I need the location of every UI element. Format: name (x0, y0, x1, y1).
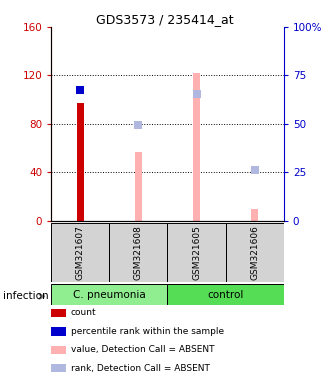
Bar (251, 209, 258, 221)
Text: percentile rank within the sample: percentile rank within the sample (71, 327, 224, 336)
Bar (109, 223, 167, 282)
Text: GDS3573 / 235414_at: GDS3573 / 235414_at (96, 13, 234, 26)
Bar (135, 152, 142, 221)
Bar (167, 223, 226, 282)
Bar (167, 284, 284, 305)
Text: GSM321608: GSM321608 (134, 225, 143, 280)
Text: count: count (71, 308, 97, 318)
Bar (77, 103, 84, 221)
Bar (51, 223, 109, 282)
Text: GSM321605: GSM321605 (192, 225, 201, 280)
Text: value, Detection Call = ABSENT: value, Detection Call = ABSENT (71, 345, 214, 354)
Bar (226, 223, 284, 282)
Bar (51, 284, 167, 305)
Text: control: control (208, 290, 244, 300)
Text: rank, Detection Call = ABSENT: rank, Detection Call = ABSENT (71, 364, 210, 373)
Text: infection: infection (3, 291, 49, 301)
Bar (193, 73, 200, 221)
Text: C. pneumonia: C. pneumonia (73, 290, 146, 300)
Text: GSM321606: GSM321606 (250, 225, 259, 280)
Text: GSM321607: GSM321607 (76, 225, 85, 280)
